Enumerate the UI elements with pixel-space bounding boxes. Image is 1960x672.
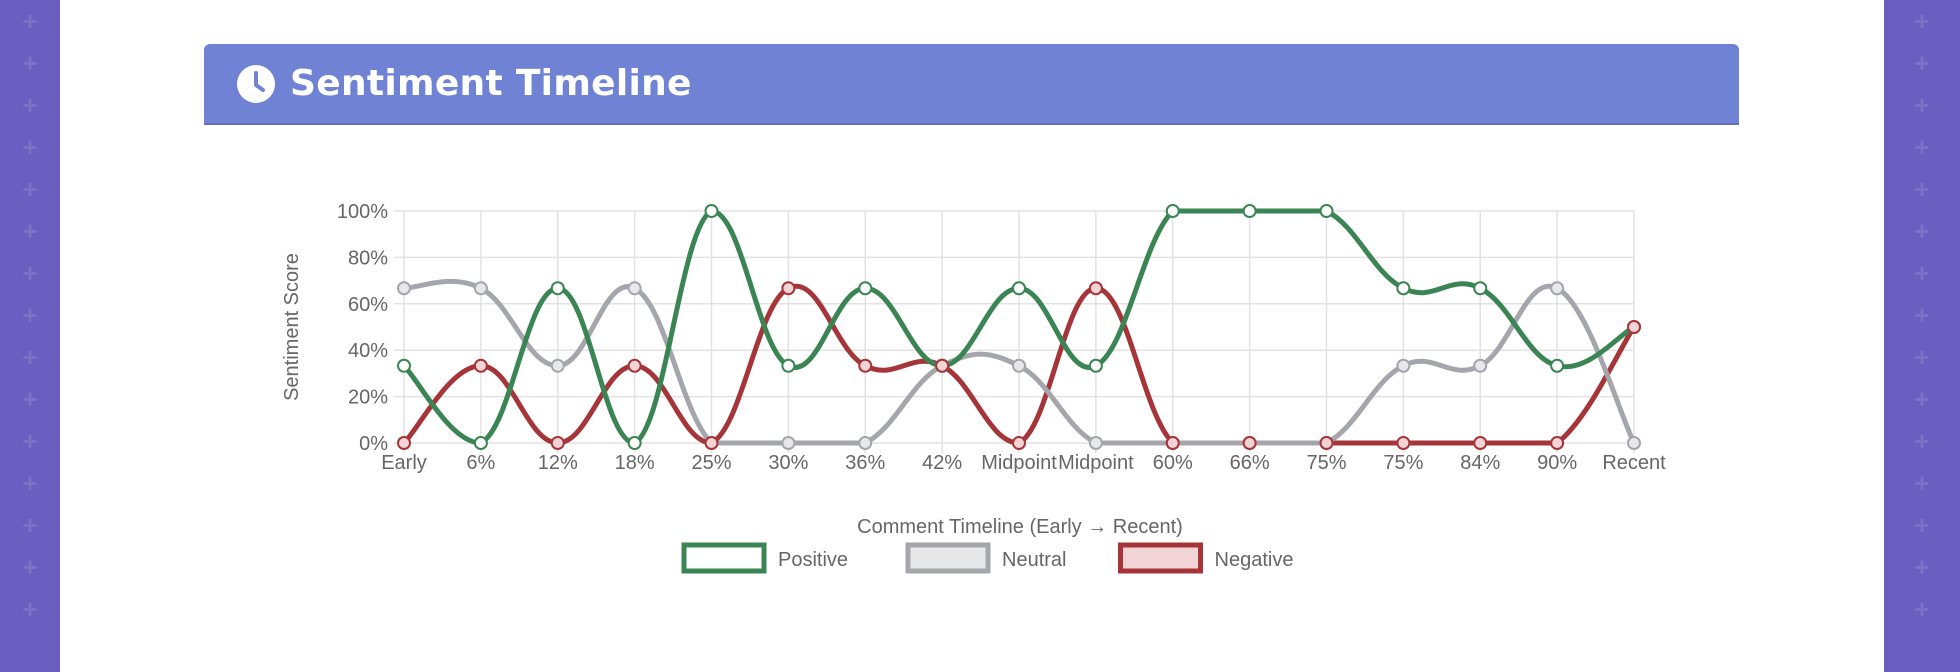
x-tick-label: 60% (1153, 452, 1193, 474)
legend-item-negative[interactable]: Negative (1118, 542, 1294, 574)
background-pattern-left: + + + + + + + + + + + + + + + (22, 6, 38, 624)
data-point-neutral[interactable] (473, 281, 488, 296)
y-tick-label: 80% (348, 247, 388, 269)
x-tick-label: Recent (1602, 452, 1666, 474)
x-tick-label: 42% (922, 452, 962, 474)
data-point-neutral[interactable] (1627, 436, 1641, 450)
x-tick-label: 66% (1230, 452, 1270, 474)
data-point-neutral[interactable] (1473, 358, 1488, 373)
x-tick-label: 25% (691, 452, 731, 474)
legend-item-positive[interactable]: Positive (681, 542, 848, 574)
background-pattern-right: + + + + + + + + + + + + + + + (1914, 6, 1930, 624)
y-axis-title: Sentiment Score (281, 253, 303, 401)
data-point-positive[interactable] (473, 436, 488, 450)
legend-item-neutral[interactable]: Neutral (905, 542, 1066, 574)
card-header: Sentiment Timeline (204, 44, 1739, 125)
data-point-negative[interactable] (1550, 436, 1565, 450)
data-point-negative[interactable] (1627, 320, 1641, 334)
x-tick-label: Midpoint (1058, 452, 1134, 474)
legend-swatch (681, 542, 767, 574)
data-point-neutral[interactable] (397, 281, 411, 296)
y-tick-label: 100% (337, 201, 388, 223)
data-point-negative[interactable] (397, 436, 411, 450)
x-tick-label: 36% (845, 452, 885, 474)
data-point-negative[interactable] (550, 436, 565, 450)
data-point-negative[interactable] (1012, 436, 1026, 450)
clock-icon (237, 64, 275, 103)
x-tick-label: 75% (1306, 452, 1346, 474)
data-point-neutral[interactable] (1088, 436, 1103, 450)
data-point-positive[interactable] (704, 204, 719, 218)
data-point-negative[interactable] (1473, 436, 1488, 450)
x-tick-label: 30% (768, 452, 808, 474)
data-point-positive[interactable] (858, 281, 873, 296)
data-point-neutral[interactable] (1012, 358, 1026, 373)
x-tick-label: 84% (1460, 452, 1500, 474)
data-point-neutral[interactable] (1550, 281, 1565, 296)
data-point-negative[interactable] (704, 436, 719, 450)
data-point-negative[interactable] (1242, 436, 1257, 450)
x-tick-label: 12% (538, 452, 578, 474)
data-point-negative[interactable] (1088, 281, 1103, 296)
data-point-positive[interactable] (781, 358, 796, 373)
data-point-negative[interactable] (473, 358, 488, 373)
x-tick-label: 90% (1537, 452, 1577, 474)
data-point-positive[interactable] (1242, 204, 1257, 218)
data-point-positive[interactable] (1088, 358, 1103, 373)
card-title: Sentiment Timeline (290, 63, 692, 104)
y-tick-label: 40% (348, 340, 388, 362)
x-tick-label: 75% (1383, 452, 1423, 474)
x-axis-title: Comment Timeline (Early → Recent) (857, 516, 1183, 538)
data-point-positive[interactable] (1165, 204, 1180, 218)
data-point-neutral[interactable] (627, 281, 642, 296)
legend-label: Neutral (1002, 549, 1066, 571)
y-tick-label: 20% (348, 387, 388, 409)
legend-swatch (1118, 542, 1203, 574)
data-point-positive[interactable] (1319, 204, 1334, 218)
x-tick-label: Midpoint (981, 452, 1057, 474)
data-point-neutral[interactable] (550, 358, 565, 373)
y-tick-label: 0% (359, 433, 388, 455)
data-point-positive[interactable] (1550, 358, 1565, 373)
x-tick-label: Early (381, 452, 427, 474)
data-point-negative[interactable] (781, 281, 796, 296)
data-point-negative[interactable] (627, 358, 642, 373)
x-tick-label: 18% (615, 452, 655, 474)
x-tick-label: 6% (466, 452, 495, 474)
legend-label: Positive (778, 549, 848, 571)
y-tick-label: 60% (348, 294, 388, 316)
data-point-negative[interactable] (1319, 436, 1334, 450)
data-point-positive[interactable] (550, 281, 565, 296)
data-point-neutral[interactable] (781, 436, 796, 450)
data-point-positive[interactable] (1012, 281, 1026, 296)
data-point-negative[interactable] (1396, 436, 1411, 450)
data-point-positive[interactable] (397, 358, 411, 373)
data-point-positive[interactable] (1396, 281, 1411, 296)
data-point-negative[interactable] (1165, 436, 1180, 450)
data-point-negative[interactable] (935, 358, 950, 373)
legend-swatch (905, 542, 991, 574)
data-point-positive[interactable] (1473, 281, 1488, 296)
data-point-neutral[interactable] (1396, 358, 1411, 373)
data-point-negative[interactable] (858, 358, 873, 373)
data-point-positive[interactable] (627, 436, 642, 450)
legend-label: Negative (1215, 549, 1294, 571)
data-point-neutral[interactable] (858, 436, 873, 450)
